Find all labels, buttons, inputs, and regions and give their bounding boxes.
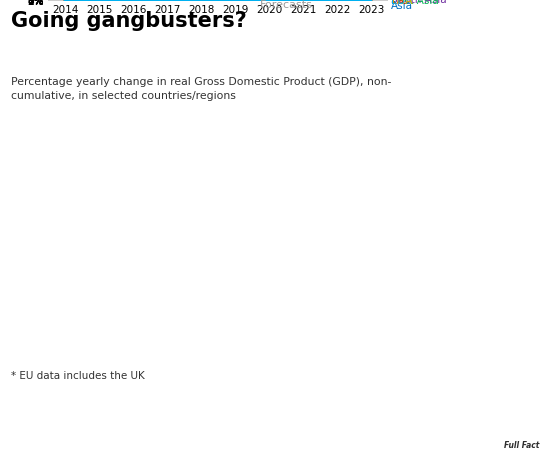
Text: Going gangbusters?: Going gangbusters?	[11, 11, 247, 31]
Text: Full Fact: Full Fact	[504, 440, 539, 450]
Text: South Asia: South Asia	[392, 0, 447, 5]
Text: * EU data includes the UK: * EU data includes the UK	[11, 371, 145, 381]
Text: EU*: EU*	[392, 0, 410, 5]
Text: East Asia: East Asia	[392, 0, 439, 5]
Text: International Monetary Fund, World Economic Outlook Database - Real
GDP growth (: International Monetary Fund, World Econo…	[63, 400, 434, 423]
Polygon shape	[517, 387, 550, 455]
Text: Percentage yearly change in real Gross Domestic Product (GDP), non-
cumulative, : Percentage yearly change in real Gross D…	[11, 77, 392, 101]
Text: Southeast
Asia: Southeast Asia	[392, 0, 444, 11]
Text: USA: USA	[392, 0, 413, 6]
Bar	[184, 0, 388, 1]
Text: Source:: Source:	[11, 400, 56, 410]
Text: UK: UK	[392, 0, 406, 5]
Text: Forecasts: Forecasts	[260, 0, 312, 10]
